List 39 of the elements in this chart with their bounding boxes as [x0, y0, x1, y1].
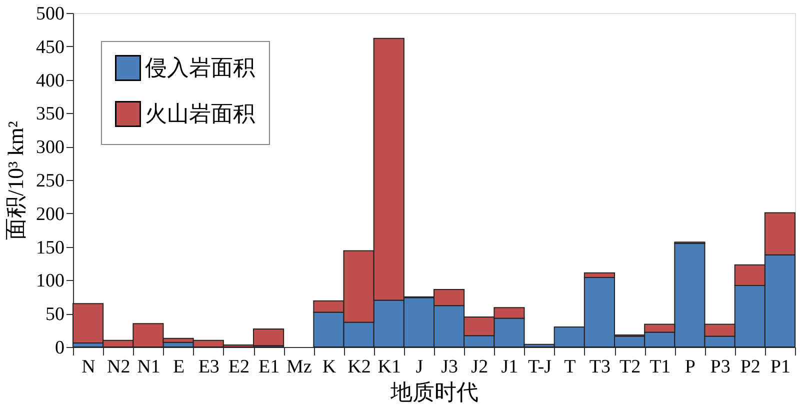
y-tick-label: 500: [36, 4, 64, 24]
x-tick-label: P3: [710, 356, 730, 378]
x-tick-label: N2: [107, 356, 130, 378]
x-tick-label: K1: [378, 356, 401, 378]
x-tick-label: J: [416, 356, 424, 378]
y-tick-label: 0: [55, 338, 64, 358]
x-tick-label: N1: [137, 356, 160, 378]
y-tick-label: 100: [36, 270, 64, 292]
y-tick-label: 350: [36, 104, 64, 125]
x-tick-label: N: [82, 356, 96, 378]
legend-label: 侵入岩面积: [145, 55, 255, 80]
x-tick-label: Mz: [286, 356, 312, 378]
x-tick-label: E1: [258, 356, 280, 378]
y-tick-label: 450: [36, 36, 64, 58]
y-tick-label: 200: [36, 204, 64, 225]
x-axis-title: 地质时代: [390, 380, 478, 404]
x-tick-label: E3: [198, 356, 220, 378]
x-tick-label: T2: [619, 356, 641, 378]
x-tick-label: T1: [650, 356, 671, 378]
legend-label: 火山岩面积: [145, 101, 255, 126]
y-tick-label: 150: [36, 237, 64, 258]
x-tick-label: T3: [589, 356, 611, 378]
y-tick-label: 300: [36, 137, 64, 158]
y-axis-title: 面积/10³ km²: [3, 120, 28, 240]
x-tick-label: P: [684, 356, 696, 378]
y-tick-label: 400: [36, 70, 64, 92]
x-tick-label: J3: [441, 356, 458, 378]
y-tick-label: 250: [36, 170, 64, 192]
x-tick-label: T-J: [528, 356, 552, 378]
y-tick-label: 50: [46, 304, 64, 326]
x-tick-label: E: [172, 356, 185, 378]
x-tick-label: J1: [501, 356, 518, 378]
x-tick-label: J2: [471, 356, 488, 378]
x-tick-label: P1: [770, 356, 790, 378]
x-tick-label: K: [322, 356, 336, 378]
x-tick-label: P2: [740, 356, 760, 378]
x-tick-label: T: [564, 356, 576, 378]
x-tick-label: E2: [228, 356, 250, 378]
x-tick-label: K2: [348, 356, 371, 378]
